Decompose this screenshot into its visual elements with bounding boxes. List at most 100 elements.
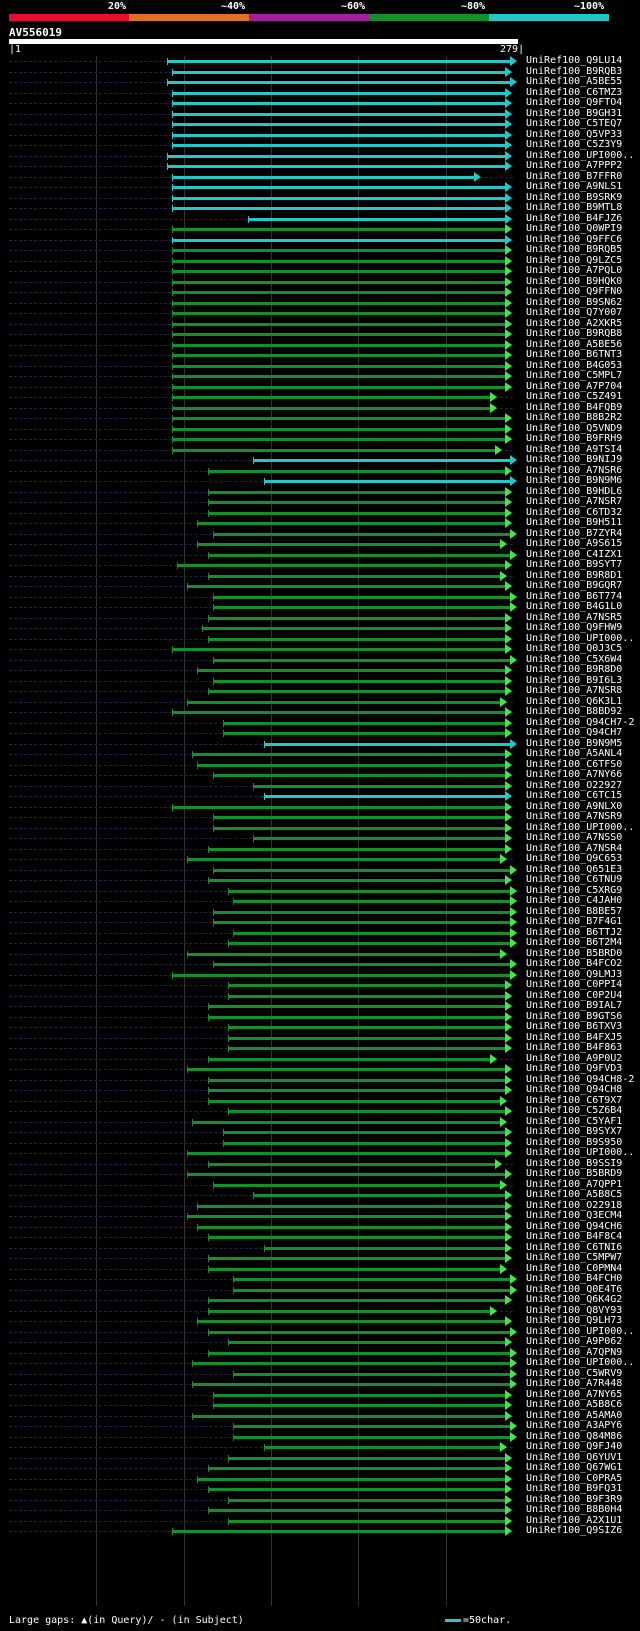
hit-bar[interactable] [171,238,505,242]
hit-label[interactable]: UniRef100_Q94CH7-2 [526,716,635,728]
hit-label[interactable]: UniRef100_Q67WG1 [526,1462,623,1473]
hit-bar[interactable] [207,1015,505,1019]
hit-label[interactable]: UniRef100_Q6YUV1 [526,1451,623,1463]
hit-bar[interactable] [171,385,505,389]
hit-row[interactable]: UniRef100_O22918 [0,1200,640,1212]
hit-row[interactable]: UniRef100_A5B8C5 [0,1189,640,1201]
hit-bar[interactable] [207,1309,490,1313]
hit-row[interactable]: UniRef100_C5Z3Y9 [0,139,640,151]
hit-label[interactable]: UniRef100_B6TTJ2 [526,926,623,938]
hit-row[interactable]: UniRef100_Q8VY93 [0,1305,640,1317]
hit-label[interactable]: UniRef100_B9R8D1 [526,569,623,581]
hit-row[interactable]: UniRef100_Q3ECM4 [0,1210,640,1222]
hit-bar[interactable] [227,1047,505,1050]
hit-row[interactable]: UniRef100_O22927 [0,780,640,792]
hit-label[interactable]: UniRef100_B9GQR7 [526,580,623,591]
hit-bar[interactable] [253,837,505,840]
hit-row[interactable]: UniRef100_B9RQB3 [0,66,640,78]
hit-bar[interactable] [212,910,510,914]
hit-label[interactable]: UniRef100_B8BE57 [526,905,623,917]
hit-row[interactable]: UniRef100_B9N9M5 [0,738,640,750]
hit-row[interactable]: UniRef100_B9S950 [0,1137,640,1149]
hit-label[interactable]: UniRef100_B6TXV3 [526,1021,623,1032]
hit-row[interactable]: UniRef100_B7ZYR4 [0,528,640,540]
hit-row[interactable]: UniRef100_Q0WPI9 [0,223,640,235]
hit-row[interactable]: UniRef100_A9NLX0 [0,800,640,813]
hit-label[interactable]: UniRef100_A9TSI4 [526,443,623,455]
hit-bar[interactable] [212,868,510,872]
hit-bar[interactable] [207,1236,505,1239]
hit-bar[interactable] [171,228,505,231]
hit-label[interactable]: UniRef100_C5Z6B4 [526,1105,623,1116]
hit-label[interactable]: UniRef100_A7PQL0 [526,265,623,276]
hit-label[interactable]: UniRef100_A7P704 [526,380,623,392]
hit-label[interactable]: UniRef100_A5AMA0 [526,1409,623,1421]
hit-row[interactable]: UniRef100_C6TFS0 [0,759,640,771]
hit-bar[interactable] [248,217,505,221]
hit-bar[interactable] [207,637,505,641]
hit-row[interactable]: UniRef100_B9HQK0 [0,276,640,288]
hit-bar[interactable] [212,606,510,609]
hit-bar[interactable] [197,522,505,525]
hit-row[interactable]: UniRef100_B6T2M4 [0,937,640,949]
hit-bar[interactable] [197,763,505,767]
hit-bar[interactable] [192,1383,510,1386]
hit-label[interactable]: UniRef100_C5XRG9 [526,884,623,896]
hit-row[interactable]: UniRef100_Q9FHW9 [0,622,640,634]
hit-label[interactable]: UniRef100_Q9SIZ6 [526,1525,623,1536]
hit-bar[interactable] [207,1267,500,1271]
hit-row[interactable]: UniRef100_B9GTS6 [0,1011,640,1023]
hit-bar[interactable] [227,984,505,987]
hit-bar[interactable] [227,942,510,945]
hit-bar[interactable] [227,1456,505,1460]
hit-bar[interactable] [187,1068,505,1071]
hit-label[interactable]: UniRef100_UPI000.. [526,149,635,161]
hit-bar[interactable] [207,1099,500,1103]
hit-label[interactable]: UniRef100_A5B8C5 [526,1189,623,1200]
hit-bar[interactable] [197,1204,505,1208]
hit-bar[interactable] [171,973,510,977]
hit-row[interactable]: UniRef100_Q94CH7 [0,727,640,739]
hit-label[interactable]: UniRef100_Q94CH6 [526,1220,623,1232]
hit-bar[interactable] [227,1341,505,1344]
hit-label[interactable]: UniRef100_A2XKR5 [526,317,623,329]
hit-label[interactable]: UniRef100_A9NLS1 [526,181,623,192]
hit-label[interactable]: UniRef100_A7R448 [526,1378,623,1389]
hit-label[interactable]: UniRef100_Q9LU14 [526,55,623,66]
hit-bar[interactable] [227,994,505,998]
hit-label[interactable]: UniRef100_A5ANL4 [526,748,623,759]
hit-row[interactable]: UniRef100_A5B8C6 [0,1399,640,1411]
hit-bar[interactable] [171,102,505,105]
hit-row[interactable]: UniRef100_B4FCO2 [0,958,640,970]
hit-bar[interactable] [207,574,500,578]
hit-bar[interactable] [171,406,490,410]
hit-row[interactable]: UniRef100_B9SSI9 [0,1158,640,1170]
hit-label[interactable]: UniRef100_B4FJZ6 [526,212,623,224]
hit-row[interactable]: UniRef100_A9S615 [0,538,640,550]
hit-row[interactable]: UniRef100_Q9LZC5 [0,255,640,267]
hit-row[interactable]: UniRef100_B4FXJ5 [0,1032,640,1044]
hit-bar[interactable] [232,1372,510,1376]
hit-row[interactable]: UniRef100_A9P0U2 [0,1052,640,1065]
hit-row[interactable]: UniRef100_B4F863 [0,1042,640,1054]
hit-bar[interactable] [192,1362,510,1365]
hit-bar[interactable] [253,459,510,462]
hit-bar[interactable] [171,375,505,378]
hit-row[interactable]: UniRef100_B9GQR7 [0,580,640,592]
hit-row[interactable]: UniRef100_A7NSR8 [0,685,640,697]
hit-label[interactable]: UniRef100_A9NLX0 [526,800,623,812]
hit-row[interactable]: UniRef100_C6TC15 [0,790,640,802]
hit-label[interactable]: UniRef100_B8B0H4 [526,1504,623,1515]
hit-label[interactable]: UniRef100_A9P0U2 [526,1052,623,1064]
hit-label[interactable]: UniRef100_Q0J3C5 [526,643,623,654]
hit-label[interactable]: UniRef100_Q9FVD3 [526,1063,623,1074]
hit-row[interactable]: UniRef100_B9FRH9 [0,433,640,445]
hit-row[interactable]: UniRef100_Q9FTO4 [0,97,640,109]
hit-label[interactable]: UniRef100_B4G1L0 [526,601,623,612]
hit-label[interactable]: UniRef100_B9FRH9 [526,433,623,444]
hit-bar[interactable] [197,669,505,672]
hit-bar[interactable] [166,154,505,158]
hit-row[interactable]: UniRef100_B9IAL7 [0,1000,640,1012]
hit-row[interactable]: UniRef100_UPI000.. [0,633,640,645]
hit-row[interactable]: UniRef100_B9HDL6 [0,486,640,498]
